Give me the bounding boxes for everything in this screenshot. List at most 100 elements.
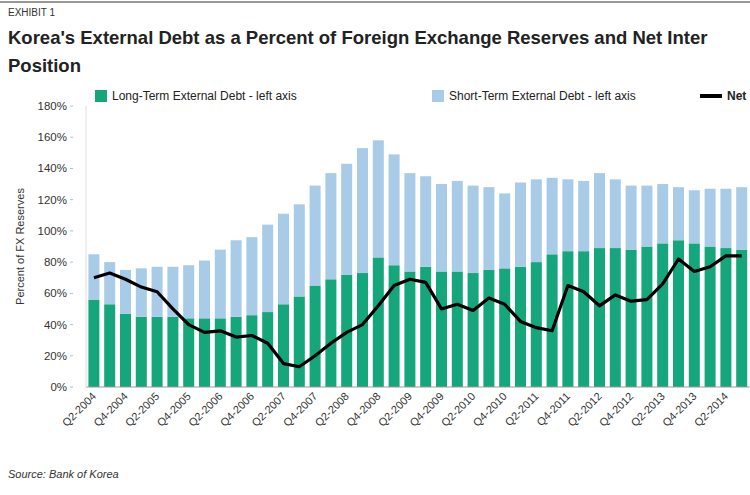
y-tick-label: 80% bbox=[44, 256, 67, 268]
bar bbox=[136, 317, 147, 387]
bar bbox=[357, 148, 368, 273]
plot-area bbox=[88, 140, 747, 387]
bar bbox=[689, 190, 700, 243]
bar bbox=[341, 164, 352, 275]
bar bbox=[705, 189, 716, 247]
bar bbox=[736, 250, 747, 387]
bar bbox=[641, 186, 652, 247]
bar bbox=[436, 184, 447, 271]
bar bbox=[436, 271, 447, 387]
bar bbox=[673, 187, 684, 240]
bar bbox=[610, 248, 621, 387]
bar bbox=[215, 250, 226, 319]
bar bbox=[199, 318, 210, 387]
y-tick bbox=[70, 324, 73, 325]
bar bbox=[246, 237, 257, 315]
bar bbox=[310, 286, 321, 387]
bar bbox=[183, 265, 194, 318]
y-tick-label: 60% bbox=[44, 287, 67, 299]
legend-swatch bbox=[700, 94, 722, 98]
legend-label: Short-Term External Debt - left axis bbox=[449, 89, 636, 103]
y-tick bbox=[70, 199, 73, 200]
bar bbox=[594, 173, 605, 248]
bar bbox=[152, 317, 163, 387]
bar bbox=[468, 273, 479, 387]
bar bbox=[483, 187, 494, 270]
y-axis-label: Percent of FX Reserves bbox=[14, 188, 26, 305]
bar bbox=[310, 186, 321, 286]
bar bbox=[531, 179, 542, 262]
title: Korea's External Debt as a Percent of Fo… bbox=[8, 27, 707, 48]
bar bbox=[325, 279, 336, 387]
bar bbox=[262, 225, 273, 312]
y-tick-label: 0% bbox=[50, 381, 67, 393]
bar bbox=[278, 304, 289, 387]
y-tick bbox=[70, 137, 73, 138]
bar bbox=[689, 243, 700, 387]
title: Position bbox=[8, 55, 81, 76]
top-rule bbox=[0, 2, 750, 3]
y-tick bbox=[70, 262, 73, 263]
bar bbox=[547, 178, 558, 254]
bar bbox=[120, 314, 131, 387]
bar bbox=[136, 268, 147, 316]
bar bbox=[720, 189, 731, 248]
bar bbox=[499, 193, 510, 268]
bar bbox=[167, 317, 178, 387]
x-tick-label: Q4-2010 bbox=[470, 390, 509, 429]
exhibit-label: EXHIBIT 1 bbox=[8, 7, 55, 18]
bar bbox=[404, 173, 415, 271]
legend-label: Long-Term External Debt - left axis bbox=[112, 89, 297, 103]
bar bbox=[373, 140, 384, 257]
bar bbox=[657, 243, 668, 387]
legend-swatch bbox=[95, 90, 107, 102]
line bbox=[94, 256, 742, 367]
bar bbox=[452, 271, 463, 387]
bar bbox=[404, 271, 415, 387]
bar bbox=[515, 182, 526, 266]
bar bbox=[515, 267, 526, 387]
y-tick-label: 20% bbox=[44, 350, 67, 362]
y-tick-label: 160% bbox=[38, 131, 67, 143]
bar bbox=[578, 251, 589, 387]
bar bbox=[199, 261, 210, 319]
bar bbox=[294, 204, 305, 296]
chart: EXHIBIT 1Source: Bank of KoreaKorea's Ex… bbox=[0, 0, 750, 495]
bar bbox=[641, 247, 652, 388]
y-tick-label: 180% bbox=[38, 100, 67, 112]
bar bbox=[294, 296, 305, 387]
y-tick bbox=[70, 230, 73, 231]
bar bbox=[562, 251, 573, 387]
y-tick bbox=[70, 387, 73, 388]
bar bbox=[720, 248, 731, 387]
bar bbox=[183, 318, 194, 387]
y-tick-label: 40% bbox=[44, 319, 67, 331]
legend-label: Net bbox=[727, 89, 746, 103]
y-tick bbox=[70, 106, 73, 107]
y-tick bbox=[70, 168, 73, 169]
y-tick bbox=[70, 355, 73, 356]
bar bbox=[420, 176, 431, 267]
bar bbox=[357, 273, 368, 387]
bar bbox=[468, 186, 479, 273]
bar bbox=[562, 179, 573, 251]
bar bbox=[246, 315, 257, 387]
bar bbox=[626, 250, 637, 387]
bar bbox=[104, 304, 115, 387]
bar bbox=[104, 262, 115, 304]
x-axis bbox=[86, 387, 750, 388]
bar bbox=[483, 270, 494, 387]
bar bbox=[452, 181, 463, 272]
bar bbox=[657, 184, 668, 243]
bar bbox=[215, 318, 226, 387]
legend-swatch bbox=[432, 90, 444, 102]
bar bbox=[88, 300, 99, 387]
bar bbox=[231, 240, 242, 316]
y-tick bbox=[70, 293, 73, 294]
bar bbox=[389, 154, 400, 265]
bar bbox=[278, 214, 289, 305]
y-axis bbox=[86, 106, 87, 387]
bar bbox=[736, 187, 747, 249]
bar bbox=[594, 248, 605, 387]
bar bbox=[626, 186, 637, 250]
